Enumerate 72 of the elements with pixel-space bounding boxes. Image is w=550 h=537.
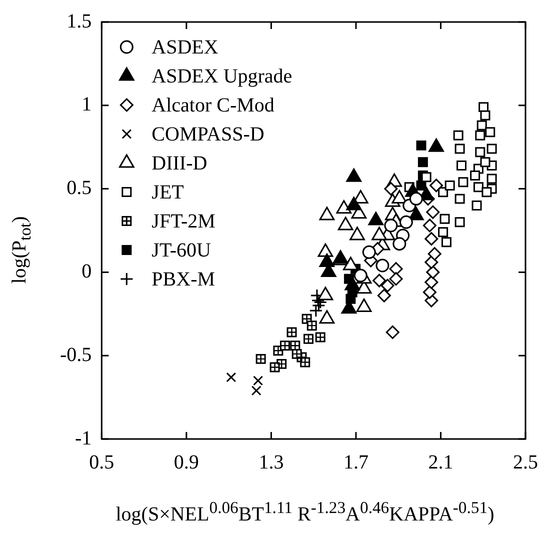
point xyxy=(480,157,490,168)
legend-label: ASDEX xyxy=(152,36,219,58)
x-tick-label: 2.1 xyxy=(428,451,454,474)
point xyxy=(454,144,465,154)
point xyxy=(380,278,394,292)
legend-label: ASDEX Upgrade xyxy=(152,65,292,88)
point xyxy=(389,262,403,276)
y-tick-label: -0.5 xyxy=(60,344,92,366)
point xyxy=(454,194,465,204)
x-tick-label: 1.7 xyxy=(343,451,368,474)
point xyxy=(456,160,466,170)
point xyxy=(386,326,400,339)
point xyxy=(424,232,438,246)
point xyxy=(376,258,390,272)
point xyxy=(486,144,497,154)
point xyxy=(426,265,440,279)
point xyxy=(430,178,444,192)
point xyxy=(416,140,426,150)
point xyxy=(482,187,492,198)
point xyxy=(440,214,450,224)
point xyxy=(473,182,484,192)
point xyxy=(389,272,403,286)
point xyxy=(438,227,448,238)
legend-label: JET xyxy=(152,181,184,204)
x-tick-label: 1.3 xyxy=(258,451,284,474)
point xyxy=(470,170,480,180)
point xyxy=(384,182,398,196)
point xyxy=(377,288,391,302)
point xyxy=(372,274,386,288)
point xyxy=(453,130,464,140)
legend-label: PBX-M xyxy=(152,268,216,290)
point xyxy=(480,110,490,120)
text: log(S×NEL$^{0.06}$BT$^{1.11}$ R$^{-1.23}$A$^{0.46}$KAPPA$^{-0.51}$) xyxy=(116,498,494,526)
point xyxy=(362,245,376,259)
point xyxy=(421,172,432,182)
point xyxy=(458,177,468,188)
point xyxy=(309,304,323,318)
point xyxy=(485,127,496,138)
point xyxy=(311,294,325,308)
point xyxy=(384,218,398,232)
point xyxy=(424,255,438,269)
legend-label: COMPASS-D xyxy=(152,123,264,146)
point xyxy=(426,205,440,219)
point xyxy=(354,268,368,282)
point xyxy=(409,192,423,206)
y-tick-label: 0 xyxy=(82,260,92,282)
y-tick-label: 0.5 xyxy=(66,177,92,200)
point xyxy=(444,180,455,190)
x-tick-label: 0.9 xyxy=(174,451,199,474)
point xyxy=(399,215,413,229)
y-tick-label: 1 xyxy=(82,94,92,116)
point xyxy=(454,217,465,228)
point xyxy=(475,130,486,140)
legend-label: DIII-D xyxy=(152,152,208,174)
point xyxy=(226,372,236,382)
point xyxy=(428,247,442,261)
y-tick-label: 1.5 xyxy=(66,10,92,32)
legend-label: Alcator C-Mod xyxy=(152,94,274,116)
point xyxy=(424,275,438,289)
x-tick-label: 2.5 xyxy=(513,451,538,474)
point xyxy=(475,147,486,158)
point xyxy=(472,200,482,210)
point xyxy=(486,174,497,184)
point xyxy=(422,218,436,232)
point xyxy=(392,237,406,251)
point xyxy=(418,157,428,168)
legend-label: JFT-2M xyxy=(152,210,216,232)
legend-label: JT-60U xyxy=(152,239,212,262)
point xyxy=(441,237,452,248)
point xyxy=(422,285,436,299)
point xyxy=(476,120,487,130)
y-tick-label: -1 xyxy=(74,427,92,450)
